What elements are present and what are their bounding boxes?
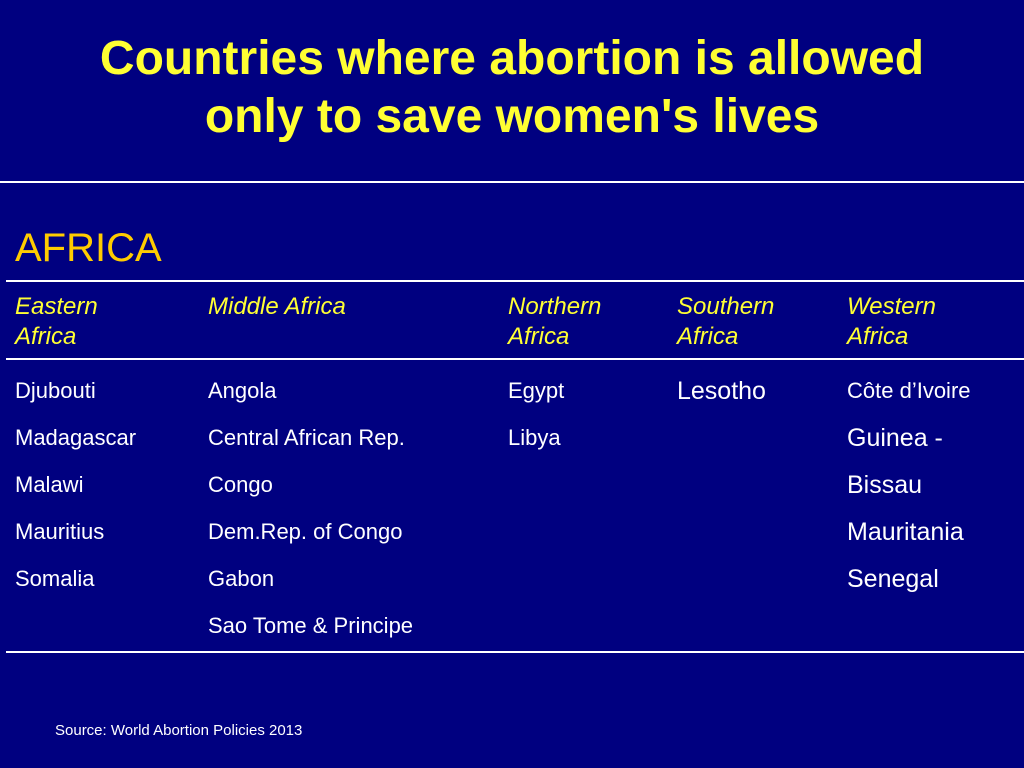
country-item: Lesotho <box>677 377 766 405</box>
country-list-middle-africa: Angola Central African Rep. Congo Dem.Re… <box>208 374 413 656</box>
column-header-line: Middle Africa <box>208 293 346 320</box>
country-item: Sao Tome & Principe <box>208 613 414 638</box>
country-item: Egypt <box>508 378 565 403</box>
column-header-southern-africa: Southern Africa <box>677 292 774 352</box>
country-item: Senegal <box>847 565 939 593</box>
column-header-northern-africa: Northern Africa <box>508 292 601 352</box>
column-header-line: Eastern <box>15 293 98 320</box>
region-heading: AFRICA <box>15 226 162 270</box>
country-item: Mauritania <box>847 518 964 546</box>
slide-title: Countries where abortion is allowed only… <box>0 30 1024 146</box>
column-header-line: Northern <box>508 293 602 320</box>
column-header-middle-africa: Middle Africa <box>208 292 346 322</box>
country-list-eastern-africa: Djubouti Madagascar Malawi Mauritius Som… <box>15 374 136 609</box>
divider-top <box>0 181 1024 183</box>
column-header-eastern-africa: Eastern Africa <box>15 292 98 352</box>
country-item: Angola <box>208 378 277 403</box>
column-header-line: Africa <box>15 323 77 350</box>
divider-header-top <box>6 280 1024 282</box>
divider-bottom <box>6 651 1024 653</box>
country-item: Mauritius <box>15 519 105 544</box>
title-line-2: only to save women's lives <box>204 90 820 143</box>
country-item: Gabon <box>208 566 275 591</box>
source-note: Source: World Abortion Policies 2013 <box>55 722 303 739</box>
country-item: Djubouti <box>15 378 96 403</box>
column-header-line: Southern <box>677 293 775 320</box>
country-item: Libya <box>508 425 561 450</box>
country-item: Congo <box>208 472 273 497</box>
country-item: Malawi <box>15 472 84 497</box>
country-item: Guinea - <box>847 424 943 452</box>
column-header-line: Africa <box>508 323 570 350</box>
country-item: Dem.Rep. of Congo <box>208 519 403 544</box>
country-item: Côte d’Ivoire <box>847 378 971 403</box>
country-list-northern-africa: Egypt Libya <box>508 374 564 468</box>
divider-header-bottom <box>6 358 1024 360</box>
country-item: Central African Rep. <box>208 425 405 450</box>
country-item: Madagascar <box>15 425 137 450</box>
column-header-line: Africa <box>677 323 739 350</box>
country-item: Somalia <box>15 566 95 591</box>
country-list-western-africa: Côte d’Ivoire Guinea - Bissau Mauritania… <box>847 374 971 609</box>
column-header-western-africa: Western Africa <box>847 292 936 352</box>
country-item: Bissau <box>847 471 923 499</box>
title-line-1: Countries where abortion is allowed <box>99 32 925 85</box>
country-list-southern-africa: Lesotho <box>677 374 766 421</box>
column-header-line: Western <box>847 293 936 320</box>
column-header-line: Africa <box>847 323 909 350</box>
